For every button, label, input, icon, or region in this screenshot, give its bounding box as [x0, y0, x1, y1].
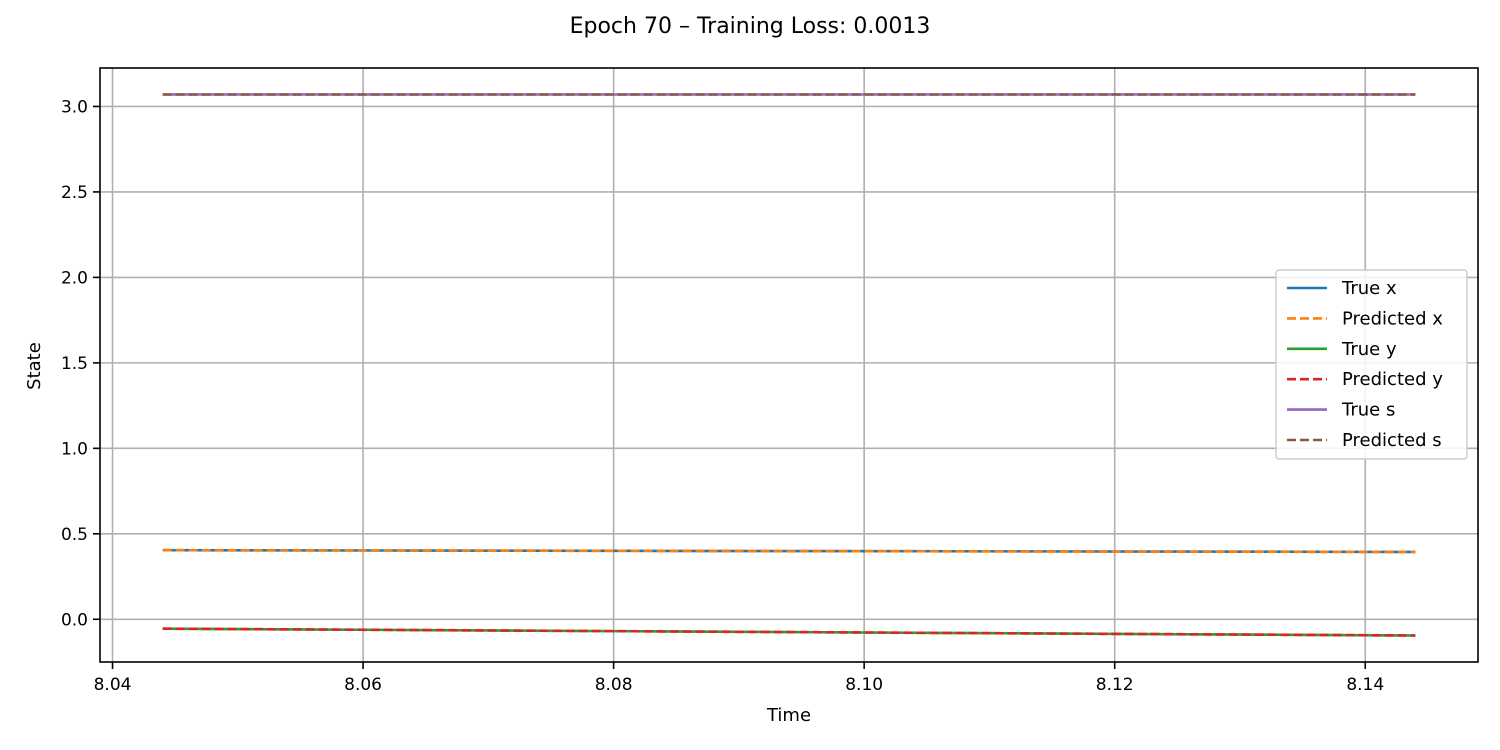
- grid: [100, 68, 1478, 662]
- y-tick-label: 1.5: [61, 354, 88, 374]
- y-tick-label: 0.5: [61, 525, 88, 545]
- x-tick-label: 8.06: [344, 675, 382, 695]
- legend-label: True x: [1341, 278, 1397, 299]
- x-tick-label: 8.12: [1096, 675, 1134, 695]
- y-axis-label: State: [24, 342, 45, 390]
- y-tick-label: 2.0: [61, 268, 88, 288]
- legend-label: Predicted x: [1342, 308, 1443, 329]
- chart-title: Epoch 70 – Training Loss: 0.0013: [570, 14, 931, 39]
- legend-label: True s: [1341, 400, 1395, 421]
- legend-box: [1275, 269, 1468, 460]
- legend-label: Predicted s: [1342, 430, 1442, 451]
- x-tick-label: 8.08: [595, 675, 633, 695]
- y-tick-label: 3.0: [61, 97, 88, 117]
- x-axis-label: Time: [766, 705, 811, 726]
- series-line-predicted-y: [162, 627, 1416, 637]
- legend: True x Predicted x True y Predicted y True s…: [1275, 269, 1468, 460]
- y-tick-label: 1.0: [61, 439, 88, 459]
- x-tick-label: 8.04: [94, 675, 132, 695]
- legend-label: Predicted y: [1342, 369, 1443, 390]
- axis-ticks: 8.04 8.06 8.08 8.10 8.12 8.14 0.0 0.5 1.0 1.5 2.0 2…: [61, 97, 1384, 695]
- legend-label: True y: [1341, 339, 1397, 360]
- y-tick-label: 0.0: [61, 610, 88, 630]
- y-tick-label: 2.5: [61, 183, 88, 203]
- x-tick-label: 8.14: [1346, 675, 1384, 695]
- plot-frame: [99, 67, 1479, 663]
- series-line-predicted-x: [162, 548, 1416, 554]
- x-tick-label: 8.10: [845, 675, 883, 695]
- series-lines: [162, 93, 1416, 637]
